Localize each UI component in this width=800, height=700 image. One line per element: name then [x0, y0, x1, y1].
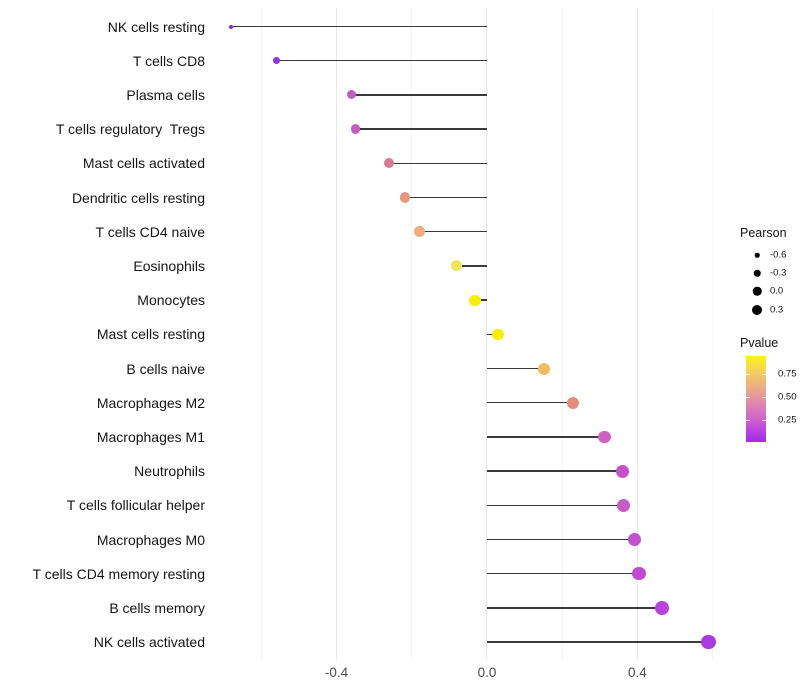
lollipop-stem: [389, 162, 487, 165]
lollipop-stem: [486, 607, 662, 609]
lollipop-stem: [486, 538, 635, 541]
gradient-tick: [746, 397, 750, 399]
y-axis-label: B cells memory: [109, 599, 205, 616]
major-gridline: [636, 8, 638, 660]
lollipop-stem: [474, 299, 487, 301]
legend-pvalue-label: 0.75: [778, 368, 797, 380]
lollipop-dot: [654, 601, 669, 615]
x-tick-label: 0.0: [477, 665, 497, 680]
lollipop-dot: [598, 430, 612, 444]
legend-pvalue-label: 0.25: [778, 414, 797, 426]
legend-size-label: -0.3: [770, 267, 787, 279]
lollipop-dot: [492, 328, 504, 341]
gradient-tick: [762, 374, 766, 376]
y-axis-label: T cells regulatory Tregs: [55, 121, 205, 138]
legend-size-label: 0.0: [770, 285, 784, 297]
y-axis-label: T cells CD4 naive: [95, 223, 205, 240]
lollipop-dot: [451, 260, 462, 272]
legend-size-dot: [752, 287, 762, 296]
y-axis-label: Plasma cells: [126, 86, 205, 103]
lollipop-dot: [413, 226, 425, 237]
lollipop-dot: [469, 294, 481, 306]
lollipop-dot: [229, 24, 234, 29]
lollipop-dot: [627, 532, 642, 547]
y-axis-label: Macrophages M2: [96, 394, 205, 411]
legend-pearson-title: Pearson: [740, 226, 787, 240]
legend-size-dot: [753, 270, 761, 277]
lollipop-stem: [419, 230, 487, 233]
minor-gridline: [411, 8, 413, 660]
y-axis-label: Neutrophils: [134, 463, 205, 480]
legend-pvalue-label: 0.50: [778, 391, 797, 403]
y-axis-label: T cells CD4 memory resting: [32, 565, 205, 582]
lollipop-dot: [400, 192, 411, 203]
y-axis-label: B cells naive: [126, 360, 205, 377]
lollipop-stem: [355, 128, 487, 130]
lollipop-stem: [486, 436, 605, 438]
gradient-tick: [762, 419, 766, 421]
lollipop-dot: [566, 396, 579, 409]
minor-gridline: [260, 8, 262, 660]
lollipop-stem: [486, 641, 709, 643]
gradient-tick: [746, 419, 750, 421]
lollipop-dot: [384, 158, 395, 169]
lollipop-dot: [616, 464, 630, 478]
lollipop-stem: [405, 196, 487, 199]
major-gridline: [336, 8, 337, 660]
legend-size-label: 0.3: [770, 304, 784, 316]
minor-gridline: [561, 8, 563, 660]
lollipop-dot: [350, 124, 360, 134]
lollipop-stem: [351, 94, 487, 96]
y-axis-label: Eosinophils: [133, 257, 205, 274]
y-axis-label: Macrophages M1: [96, 428, 205, 445]
y-axis-label: T cells follicular helper: [66, 497, 205, 514]
legend-pearson-size: Pearson -0.6 -0.3 0.0 0.3: [740, 226, 800, 319]
y-axis-label: Monocytes: [137, 292, 205, 309]
lollipop-stem: [486, 367, 545, 370]
gradient-tick: [762, 397, 766, 399]
lollipop-stem: [276, 59, 487, 62]
y-axis-label: Mast cells activated: [82, 155, 205, 172]
gradient-tick: [746, 374, 750, 376]
lollipop-dot: [538, 362, 551, 375]
lollipop-dot: [632, 567, 646, 581]
legend-size-entry: -0.6: [740, 246, 800, 264]
legend-pvalue-title: Pvalue: [740, 336, 779, 350]
legend-pearson-entries: -0.6 -0.3 0.0 0.3: [740, 246, 800, 319]
y-axis-label: Mast cells resting: [96, 326, 205, 343]
x-tick-label: -0.4: [324, 665, 349, 680]
minor-gridline: [712, 8, 714, 660]
lollipop-stem: [486, 470, 623, 472]
lollipop-stem: [486, 401, 573, 404]
x-tick-label: 0.4: [628, 665, 647, 680]
lollipop-dot: [616, 498, 630, 512]
y-axis-label: NK cells activated: [93, 634, 205, 651]
legend-size-entry: 0.0: [740, 282, 800, 300]
lollipop-dot: [272, 57, 280, 65]
legend-size-entry: -0.3: [740, 264, 800, 282]
y-axis-label: Dendritic cells resting: [71, 189, 205, 206]
lollipop-stem: [486, 572, 639, 575]
y-axis-label: T cells CD8: [132, 52, 205, 69]
legend-size-dot: [754, 252, 760, 258]
legend-pvalue-color: Pvalue 0.75 0.50 0.25: [740, 336, 800, 442]
lollipop-stem: [231, 25, 487, 28]
pvalue-gradient-bar: 0.75 0.50 0.25: [746, 356, 797, 442]
legend-size-dot: [752, 304, 762, 315]
lollipop-dot: [347, 90, 357, 100]
y-axis-label: NK cells resting: [107, 18, 205, 35]
legend-size-label: -0.6: [770, 249, 787, 261]
legend-size-entry: 0.3: [740, 301, 800, 319]
y-axis-label: Macrophages M0: [96, 531, 205, 548]
lollipop-dot: [700, 634, 716, 650]
lollipop-stem: [456, 265, 487, 267]
lollipop-stem: [486, 504, 624, 507]
